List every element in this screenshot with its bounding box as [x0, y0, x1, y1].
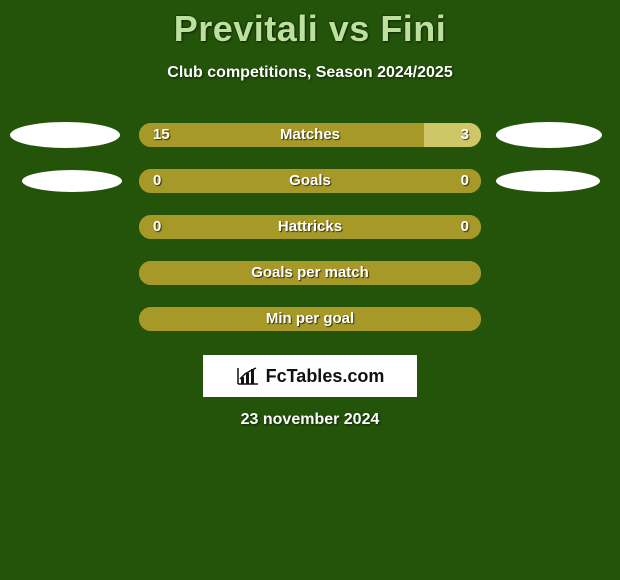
player-left-avatar-placeholder	[10, 122, 120, 148]
player-left-avatar-placeholder	[22, 170, 122, 192]
stat-bar-hattricks: 0 Hattricks 0	[139, 215, 481, 239]
source-logo-box: FcTables.com	[203, 355, 417, 397]
stat-bar-min-per-goal: Min per goal	[139, 307, 481, 331]
stat-row-hattricks: 0 Hattricks 0	[0, 214, 620, 240]
player-right-avatar-placeholder	[496, 170, 600, 192]
stat-value-right: 3	[461, 123, 469, 147]
stat-label: Goals per match	[139, 261, 481, 285]
page-subtitle: Club competitions, Season 2024/2025	[0, 64, 620, 82]
source-logo: FcTables.com	[236, 366, 385, 387]
stat-label: Min per goal	[139, 307, 481, 331]
comparison-chart: 15 Matches 3 0 Goals 0 0 Ha	[0, 122, 620, 332]
source-logo-text: FcTables.com	[266, 366, 385, 387]
stat-row-matches: 15 Matches 3	[0, 122, 620, 148]
stat-row-min-per-goal: Min per goal	[0, 306, 620, 332]
infographic-container: Previtali vs Fini Club competitions, Sea…	[0, 0, 620, 580]
page-title: Previtali vs Fini	[0, 0, 620, 50]
stat-bar-matches: 15 Matches 3	[139, 123, 481, 147]
stat-label: Matches	[139, 123, 481, 147]
stat-bar-goals-per-match: Goals per match	[139, 261, 481, 285]
stat-label: Hattricks	[139, 215, 481, 239]
player-right-avatar-placeholder	[496, 122, 602, 148]
stat-row-goals: 0 Goals 0	[0, 168, 620, 194]
generated-date: 23 november 2024	[0, 411, 620, 429]
stat-value-right: 0	[461, 215, 469, 239]
stat-bar-goals: 0 Goals 0	[139, 169, 481, 193]
stat-row-goals-per-match: Goals per match	[0, 260, 620, 286]
bar-chart-icon	[236, 366, 260, 386]
stat-label: Goals	[139, 169, 481, 193]
stat-value-right: 0	[461, 169, 469, 193]
